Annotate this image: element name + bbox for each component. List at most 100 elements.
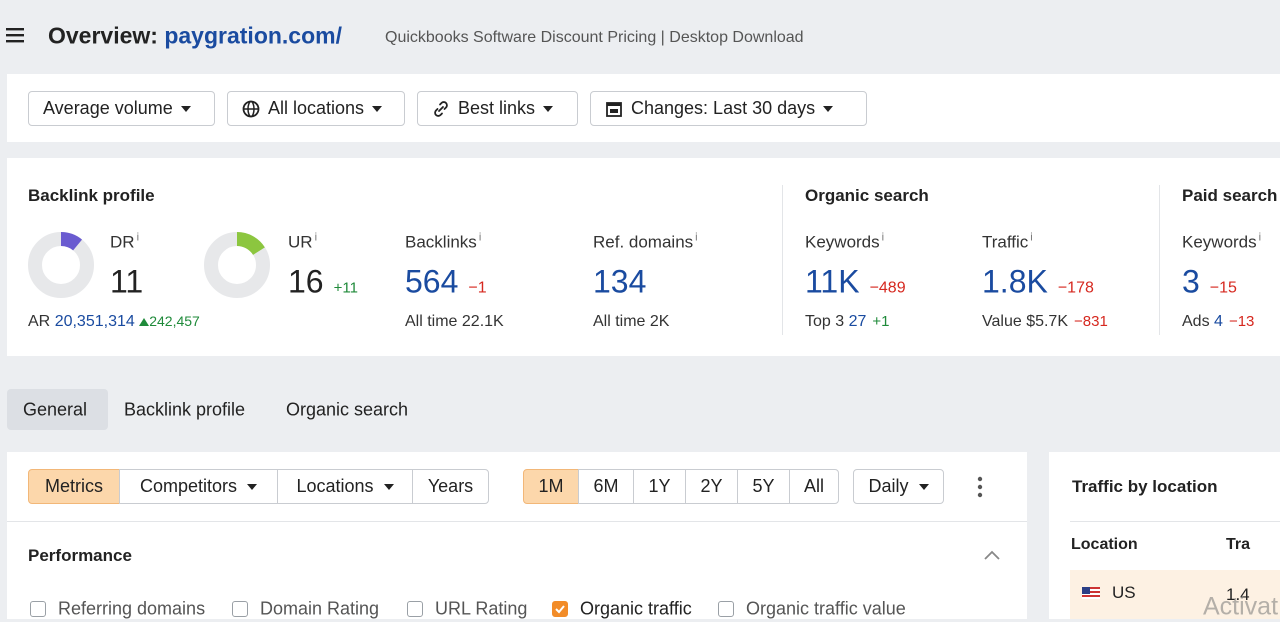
check-mark — [555, 605, 565, 614]
watermark: Activat — [1203, 592, 1279, 621]
info-mark[interactable]: i — [695, 231, 698, 244]
metric-label: Keywords i — [805, 232, 884, 253]
globe-icon — [242, 100, 260, 117]
checkbox[interactable] — [407, 601, 423, 617]
period-button[interactable]: 6M — [578, 469, 634, 504]
collapse-icon[interactable] — [984, 550, 1000, 560]
metric-sub: Top 3 27 +1 — [805, 313, 890, 331]
info-mark[interactable]: i — [881, 231, 885, 244]
metric-change: +11 — [333, 279, 358, 297]
filter-label: All locations — [268, 98, 365, 118]
ar-value[interactable]: 20,351,314 — [54, 313, 135, 330]
metric-value-row: 1.8K −178 — [982, 264, 1094, 301]
sub-label: Value — [982, 313, 1022, 330]
info-mark[interactable]: i — [1258, 231, 1262, 244]
info-mark[interactable]: i — [1030, 231, 1033, 244]
label: Keywords — [1182, 232, 1257, 252]
metric-sub: All time 22.1K — [405, 313, 504, 331]
period-label: All — [803, 476, 824, 496]
metric-label: DR i — [110, 232, 139, 253]
view-button[interactable]: Metrics — [28, 469, 120, 504]
panel-title: Traffic by location — [1072, 477, 1218, 496]
metric-value[interactable]: 564 — [405, 263, 459, 300]
divider — [782, 185, 783, 335]
view-button[interactable]: Years — [412, 469, 489, 504]
period-label: 2Y — [700, 476, 723, 496]
info-mark[interactable]: i — [136, 231, 140, 244]
label: UR — [288, 232, 313, 252]
tab[interactable]: Organic search — [286, 399, 409, 420]
checkbox-label: Domain Rating — [260, 598, 380, 619]
sub-label: All time — [405, 313, 458, 330]
us-flag — [1082, 587, 1100, 599]
interval-label: Daily — [868, 476, 909, 496]
checkbox[interactable] — [718, 601, 734, 617]
metric-value-row: 564 −1 — [405, 264, 487, 301]
sub-value: 22.1K — [461, 313, 504, 330]
sub-value[interactable]: 4 — [1214, 313, 1223, 330]
info-mark[interactable]: i — [478, 231, 482, 244]
view-label: Locations — [296, 476, 374, 496]
period-label: 6M — [593, 476, 619, 496]
metric-label: Keywords i — [1182, 232, 1261, 253]
location-name: US — [1112, 583, 1136, 602]
metric-label: Ref. domains i — [593, 232, 698, 253]
metric-value-row: 3 −15 — [1182, 264, 1237, 301]
view-label: Years — [427, 476, 474, 496]
tab[interactable]: General — [23, 399, 88, 420]
metric-sub: Ads 4 −13 — [1182, 313, 1254, 331]
location-traffic: 1.4 — [1226, 585, 1250, 604]
period-button[interactable]: 5Y — [737, 469, 790, 504]
checkbox[interactable] — [552, 601, 568, 617]
filter-button[interactable]: Best links — [417, 91, 578, 126]
metric-value-row: 16 +11 — [288, 264, 358, 301]
section-title: Backlink profile — [28, 186, 155, 205]
checkbox[interactable] — [30, 601, 46, 617]
metric-label: Backlinks i — [405, 232, 481, 253]
checkbox[interactable] — [232, 601, 248, 617]
label: Keywords — [805, 232, 880, 252]
metric-value[interactable]: 134 — [593, 263, 647, 300]
donut-track — [28, 232, 94, 298]
ar-row: AR 20,351,314 242,457 — [28, 313, 200, 331]
period-button[interactable]: All — [789, 469, 839, 504]
filter-button[interactable]: All locations — [227, 91, 405, 126]
sub-value[interactable]: 27 — [848, 313, 867, 330]
metric-change: −15 — [1209, 279, 1237, 297]
metric-value[interactable]: 3 — [1182, 263, 1200, 300]
tab[interactable]: Backlink profile — [124, 399, 246, 420]
metric-value[interactable]: 11K — [805, 263, 860, 300]
view-button[interactable]: Competitors — [119, 469, 278, 504]
period-label: 5Y — [752, 476, 775, 496]
metric-change: −1 — [468, 279, 487, 297]
section-title: Organic search — [805, 186, 929, 205]
metric-sub: Value $5.7K −831 — [982, 313, 1108, 331]
check-icon — [555, 605, 565, 614]
donut-arc — [60, 232, 83, 251]
checkbox-label: Organic traffic — [580, 598, 692, 619]
table-row[interactable] — [1070, 570, 1280, 619]
filter-button[interactable]: Changes: Last 30 days — [590, 91, 867, 126]
ar-change: 242,457 — [149, 313, 200, 329]
menu-icon[interactable] — [6, 27, 26, 43]
domain[interactable]: paygration.com/ — [164, 22, 342, 49]
view-button[interactable]: Locations — [277, 469, 413, 504]
link-icon — [434, 100, 448, 117]
metric-value-row: 11K −489 — [805, 264, 906, 301]
sub-change: −831 — [1074, 313, 1108, 330]
interval-button[interactable]: Daily — [853, 469, 944, 504]
period-button[interactable]: 2Y — [685, 469, 738, 504]
filter-button[interactable]: Average volume — [28, 91, 215, 126]
info-mark[interactable]: i — [314, 231, 318, 244]
sub-change: +1 — [872, 313, 890, 330]
active-tab-bg — [7, 389, 108, 430]
more-icon[interactable] — [976, 476, 984, 498]
period-button[interactable]: 1Y — [633, 469, 686, 504]
donut-arc — [236, 232, 265, 256]
divider — [1159, 185, 1160, 335]
metric-value[interactable]: 1.8K — [982, 263, 1048, 300]
period-button[interactable]: 1M — [523, 469, 579, 504]
section-title: Paid search — [1182, 186, 1278, 205]
